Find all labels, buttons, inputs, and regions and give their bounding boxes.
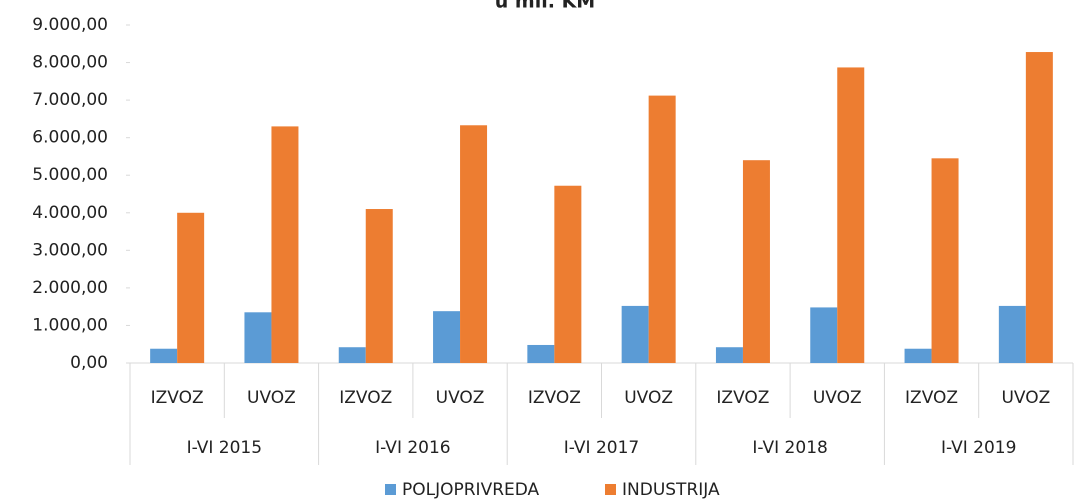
bar (177, 212, 205, 363)
y-tick-label: 5.000,00 (32, 165, 108, 185)
y-tick-label: 0,00 (70, 353, 108, 373)
chart-title: u mil. KM (495, 0, 595, 13)
bar (150, 348, 178, 363)
bar (244, 312, 272, 363)
legend-label: POLJOPRIVREDA (402, 480, 540, 500)
group-label: I-VI 2015 (187, 438, 262, 458)
x-tick-label: IZVOZ (339, 388, 392, 408)
y-tick-label: 4.000,00 (32, 203, 108, 223)
y-tick-label: 3.000,00 (32, 240, 108, 260)
bar (433, 311, 461, 363)
bar (554, 185, 582, 363)
bar (365, 209, 393, 363)
bar (460, 125, 488, 363)
y-tick-label: 2.000,00 (32, 278, 108, 298)
x-tick-label: UVOZ (436, 388, 485, 408)
x-tick-label: UVOZ (624, 388, 673, 408)
y-tick-label: 7.000,00 (32, 90, 108, 110)
bar (810, 307, 838, 363)
y-tick-label: 9.000,00 (32, 15, 108, 35)
bar (998, 305, 1026, 363)
y-tick-label: 1.000,00 (32, 315, 108, 335)
bar (837, 67, 865, 363)
x-tick-label: UVOZ (247, 388, 296, 408)
bar (1025, 52, 1053, 363)
x-tick-label: IZVOZ (905, 388, 958, 408)
y-tick-label: 6.000,00 (32, 128, 108, 148)
bar (742, 160, 770, 363)
bar (904, 348, 932, 363)
bar (527, 344, 555, 363)
bar (931, 158, 959, 363)
y-tick-label: 8.000,00 (32, 53, 108, 73)
legend-swatch (605, 484, 616, 495)
group-label: I-VI 2019 (941, 438, 1016, 458)
bar (271, 126, 299, 364)
x-tick-label: UVOZ (1001, 388, 1050, 408)
group-label: I-VI 2018 (752, 438, 827, 458)
bar (715, 347, 743, 363)
x-tick-label: IZVOZ (151, 388, 204, 408)
bar (648, 95, 676, 364)
legend-label: INDUSTRIJA (622, 480, 720, 500)
bar (621, 305, 649, 363)
group-label: I-VI 2017 (564, 438, 639, 458)
legend-swatch (385, 484, 396, 495)
bar (338, 347, 366, 363)
group-label: I-VI 2016 (375, 438, 450, 458)
x-tick-label: IZVOZ (716, 388, 769, 408)
x-tick-label: IZVOZ (528, 388, 581, 408)
x-tick-label: UVOZ (813, 388, 862, 408)
